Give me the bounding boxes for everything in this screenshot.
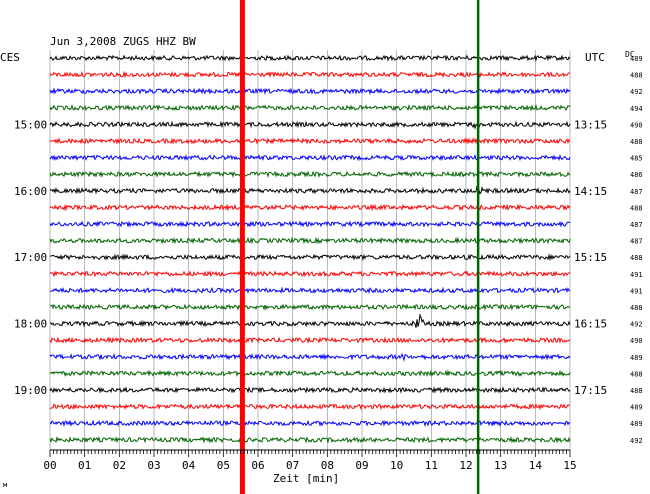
dc-value: 489 [630, 404, 643, 412]
right-hour-label: 17:15 [574, 384, 607, 397]
left-hour-label: 15:00 [14, 118, 47, 131]
time-markers [239, 0, 480, 494]
dc-value: 488 [630, 370, 643, 378]
x-tick-label: 04 [182, 459, 196, 472]
dc-value: 488 [630, 138, 643, 146]
dc-value: 487 [630, 238, 643, 246]
dc-label: DC [625, 50, 635, 59]
trace [49, 70, 571, 79]
dc-value: 488 [630, 387, 643, 395]
dc-value: 492 [630, 321, 643, 329]
dc-value: 488 [630, 204, 643, 212]
trace [49, 153, 571, 162]
x-tick-label: 12 [459, 459, 472, 472]
x-tick-label: 08 [321, 459, 334, 472]
x-tick-label: 06 [251, 459, 264, 472]
trace [49, 103, 571, 112]
trace [49, 303, 571, 312]
x-tick-label: 05 [217, 459, 230, 472]
dc-value: 488 [630, 304, 643, 312]
dc-value: 489 [630, 55, 643, 63]
right-hour-label: 13:15 [574, 118, 607, 131]
x-tick-label: 09 [355, 459, 368, 472]
dc-value: 491 [630, 271, 643, 279]
trace [49, 220, 571, 228]
trace [49, 352, 571, 362]
left-hour-label: 18:00 [14, 318, 47, 331]
trace [49, 54, 571, 62]
dc-value: 490 [630, 121, 643, 129]
x-tick-label: 03 [147, 459, 160, 472]
dc-value: 492 [630, 437, 643, 445]
x-tick-label: 10 [390, 459, 403, 472]
x-tick-label: 01 [78, 459, 91, 472]
trace [49, 236, 571, 245]
dc-value: 494 [630, 105, 643, 113]
dc-value: 487 [630, 221, 643, 229]
chart-title: Jun 3,2008 ZUGS HHZ BW [50, 35, 196, 48]
trace [49, 87, 571, 96]
dc-value: 487 [630, 188, 643, 196]
trace [49, 170, 571, 179]
dc-value: 488 [630, 254, 643, 262]
x-tick-label: 15 [563, 459, 576, 472]
dc-value: 485 [630, 155, 643, 163]
trace [49, 435, 571, 444]
footnote: м [3, 481, 8, 489]
left-timezone-label: CES [0, 51, 20, 64]
left-hour-label: 16:00 [14, 185, 47, 198]
x-tick-label: 07 [286, 459, 299, 472]
dc-value: 488 [630, 72, 643, 80]
trace [49, 336, 571, 344]
trace [49, 419, 571, 428]
x-tick-label: 13 [494, 459, 507, 472]
seismic-traces [49, 54, 571, 444]
dc-value: 490 [630, 337, 643, 345]
trace [49, 313, 571, 328]
right-hour-label: 16:15 [574, 318, 607, 331]
x-tick-label: 14 [529, 459, 543, 472]
dc-value: 491 [630, 287, 643, 295]
labels: Jun 3,2008 ZUGS HHZ BW CES UTC DC Zeit [… [0, 35, 643, 489]
dc-value: 492 [630, 88, 643, 96]
trace [49, 137, 571, 145]
right-timezone-label: UTC [585, 51, 605, 64]
left-hour-label: 17:00 [14, 251, 47, 264]
trace [49, 286, 571, 295]
dc-value: 489 [630, 420, 643, 428]
trace [49, 270, 571, 278]
right-hour-label: 14:15 [574, 185, 607, 198]
trace [49, 369, 571, 378]
dc-value: 489 [630, 354, 643, 362]
trace [49, 185, 571, 195]
x-tick-label: 02 [113, 459, 126, 472]
x-tick-label: 00 [43, 459, 56, 472]
left-hour-label: 19:00 [14, 384, 47, 397]
x-axis: 00 01 02 03 04 05 06 07 08 09 10 11 12 13 14 15 [43, 449, 577, 472]
dc-value: 486 [630, 171, 643, 179]
trace [49, 386, 571, 394]
minute-gridlines [49, 50, 571, 450]
trace [49, 120, 571, 130]
trace [49, 253, 571, 262]
right-hour-label: 15:15 [574, 251, 607, 264]
trace [49, 402, 570, 411]
x-axis-label: Zeit [min] [273, 472, 339, 485]
trace [49, 203, 571, 212]
x-tick-label: 11 [425, 459, 438, 472]
